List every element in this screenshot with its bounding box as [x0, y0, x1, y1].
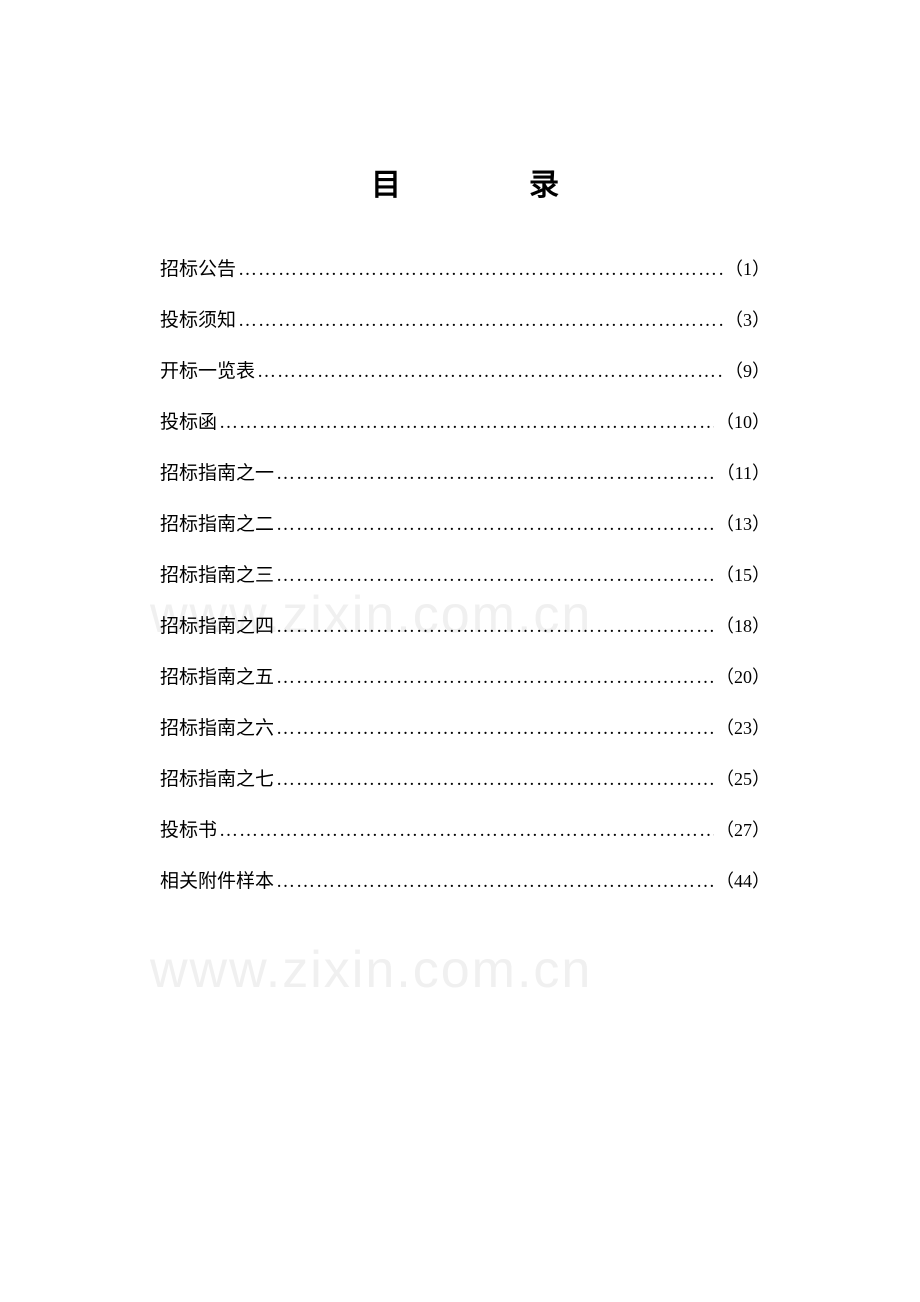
toc-dots: ……………………………………………………………………………………………………: [276, 871, 714, 893]
toc-dots: ……………………………………………………………………………………………………: [276, 667, 714, 689]
toc-label: 招标指南之四: [160, 611, 274, 638]
toc-page: （44）: [716, 867, 770, 893]
toc-item: 招标指南之四 …………………………………………………………………………………………: [160, 611, 770, 638]
toc-label: 招标指南之六: [160, 713, 274, 740]
toc-item: 投标书 …………………………………………………………………………………………………: [160, 815, 770, 842]
toc-dots: ……………………………………………………………………………………………………: [219, 820, 714, 842]
toc-item: 招标指南之三 …………………………………………………………………………………………: [160, 560, 770, 587]
page-container: 目 录 招标公告 ……………………………………………………………………………………: [0, 0, 920, 893]
toc-item: 招标指南之六 …………………………………………………………………………………………: [160, 713, 770, 740]
toc-item: 招标公告 ………………………………………………………………………………………………: [160, 254, 770, 281]
toc-label: 招标指南之二: [160, 509, 274, 536]
title-char-2: 录: [529, 160, 559, 204]
toc-dots: ……………………………………………………………………………………………………: [276, 718, 714, 740]
toc-list: 招标公告 ………………………………………………………………………………………………: [160, 254, 770, 893]
toc-label: 招标公告: [160, 254, 236, 281]
toc-dots: ……………………………………………………………………………………………………: [238, 310, 723, 332]
toc-dots: ……………………………………………………………………………………………………: [276, 565, 714, 587]
toc-item: 投标须知 ………………………………………………………………………………………………: [160, 305, 770, 332]
toc-page: （9）: [725, 357, 770, 383]
toc-item: 相关附件样本 …………………………………………………………………………………………: [160, 866, 770, 893]
toc-label: 投标书: [160, 815, 217, 842]
toc-label: 相关附件样本: [160, 866, 274, 893]
toc-label: 投标须知: [160, 305, 236, 332]
toc-page: （10）: [716, 408, 770, 434]
toc-page: （3）: [725, 306, 770, 332]
toc-page: （11）: [717, 459, 770, 485]
title-char-1: 目: [371, 160, 401, 204]
toc-page: （27）: [716, 816, 770, 842]
toc-dots: ……………………………………………………………………………………………………: [276, 463, 715, 485]
toc-label: 投标函: [160, 407, 217, 434]
toc-dots: ……………………………………………………………………………………………………: [276, 769, 714, 791]
toc-label: 招标指南之七: [160, 764, 274, 791]
toc-item: 招标指南之一 …………………………………………………………………………………………: [160, 458, 770, 485]
toc-dots: ……………………………………………………………………………………………………: [276, 616, 714, 638]
toc-item: 招标指南之七 …………………………………………………………………………………………: [160, 764, 770, 791]
toc-page: （20）: [716, 663, 770, 689]
toc-dots: ……………………………………………………………………………………………………: [276, 514, 714, 536]
toc-page: （25）: [716, 765, 770, 791]
toc-label: 招标指南之三: [160, 560, 274, 587]
watermark-text: www.zixin.com.cn: [150, 940, 592, 1000]
toc-page: （1）: [725, 255, 770, 281]
toc-title: 目 录: [160, 160, 770, 204]
toc-label: 招标指南之一: [160, 458, 274, 485]
toc-label: 开标一览表: [160, 356, 255, 383]
toc-item: 招标指南之二 …………………………………………………………………………………………: [160, 509, 770, 536]
toc-item: 招标指南之五 …………………………………………………………………………………………: [160, 662, 770, 689]
toc-dots: ……………………………………………………………………………………………………: [238, 259, 723, 281]
toc-item: 投标函 …………………………………………………………………………………………………: [160, 407, 770, 434]
toc-item: 开标一览表 ……………………………………………………………………………………………: [160, 356, 770, 383]
toc-page: （15）: [716, 561, 770, 587]
toc-dots: ……………………………………………………………………………………………………: [219, 412, 714, 434]
toc-label: 招标指南之五: [160, 662, 274, 689]
toc-dots: ……………………………………………………………………………………………………: [257, 361, 723, 383]
toc-page: （23）: [716, 714, 770, 740]
toc-page: （18）: [716, 612, 770, 638]
toc-page: （13）: [716, 510, 770, 536]
